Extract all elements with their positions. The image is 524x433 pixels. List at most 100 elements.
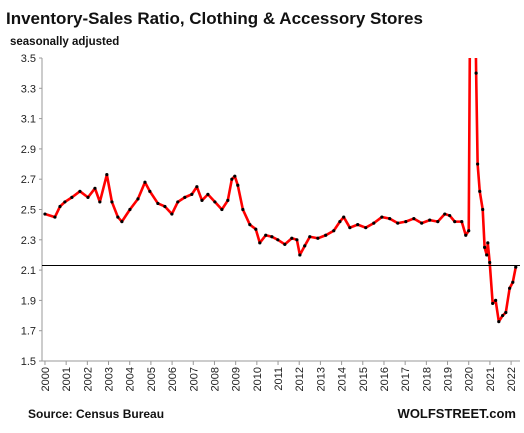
data-point	[220, 207, 224, 212]
data-point	[467, 229, 471, 233]
y-tick-label: 1.9	[21, 295, 36, 307]
data-point	[501, 313, 505, 318]
data-point	[206, 192, 210, 196]
data-point	[348, 226, 352, 230]
data-point	[436, 220, 440, 224]
x-tick-label: 2009	[231, 367, 243, 391]
data-point	[372, 221, 376, 225]
data-point	[295, 238, 299, 242]
data-point	[420, 221, 424, 225]
data-point	[195, 185, 199, 189]
data-point	[78, 189, 82, 193]
data-point	[116, 215, 120, 219]
data-point	[332, 229, 336, 233]
data-point	[508, 286, 512, 290]
x-tick-label: 2012	[294, 367, 306, 391]
data-point	[176, 200, 180, 204]
x-tick-label: 2000	[40, 367, 52, 391]
data-point	[453, 220, 457, 224]
data-point	[478, 189, 482, 193]
y-tick-label: 2.5	[21, 205, 36, 217]
x-tick-label: 2010	[252, 367, 264, 391]
data-point	[258, 241, 262, 245]
chart-subtitle: seasonally adjusted	[10, 36, 119, 48]
data-point	[488, 260, 492, 265]
x-tick-label: 2005	[146, 367, 158, 391]
data-point	[136, 197, 140, 201]
data-point	[200, 198, 204, 203]
data-line	[44, 58, 518, 323]
data-point	[148, 189, 152, 193]
x-tick-label: 2007	[188, 367, 200, 391]
data-point	[298, 253, 302, 257]
data-point	[494, 298, 498, 302]
data-point	[483, 245, 487, 249]
data-point	[464, 233, 468, 237]
data-point	[356, 223, 360, 227]
data-point	[53, 215, 57, 219]
x-tick-label: 2021	[485, 367, 497, 391]
data-point	[303, 244, 307, 248]
data-point	[290, 236, 294, 240]
x-tick-label: 2014	[337, 367, 349, 391]
x-tick-label: 2004	[125, 367, 137, 391]
plot-area	[43, 58, 518, 324]
y-tick-label: 2.1	[21, 265, 36, 277]
x-tick-label: 2001	[61, 367, 73, 391]
y-tick-label: 1.7	[21, 326, 36, 338]
data-point	[110, 200, 114, 204]
data-point	[93, 186, 97, 190]
data-point	[86, 195, 90, 199]
data-point	[143, 180, 147, 184]
data-point	[63, 200, 67, 204]
data-point	[213, 200, 217, 204]
data-point	[428, 218, 432, 222]
data-point	[128, 207, 132, 212]
data-point	[324, 233, 328, 237]
data-point	[342, 215, 346, 219]
data-point	[105, 173, 109, 177]
brand: WOLFSTREET.com	[398, 406, 516, 421]
x-tick-label: 2013	[315, 367, 327, 391]
data-point	[308, 235, 312, 239]
x-tick-label: 2002	[82, 367, 94, 391]
y-tick-label: 2.9	[21, 144, 36, 156]
data-point	[276, 238, 280, 242]
x-tick-label: 2022	[506, 367, 518, 391]
data-point	[283, 242, 287, 246]
data-point	[270, 235, 274, 239]
data-point	[448, 213, 452, 218]
data-point	[485, 253, 489, 257]
data-point	[98, 200, 102, 204]
x-tick-label: 2016	[379, 367, 391, 391]
data-point	[396, 221, 400, 225]
x-tick-label: 2020	[464, 367, 476, 391]
data-point	[70, 195, 74, 199]
data-point	[486, 241, 490, 245]
data-point	[233, 174, 237, 178]
x-tick-label: 2017	[400, 367, 412, 391]
data-point	[43, 212, 47, 216]
source-note: Source: Census Bureau	[28, 407, 164, 421]
data-point	[170, 212, 174, 216]
data-point	[511, 280, 515, 284]
x-tick-label: 2018	[421, 367, 433, 391]
data-point	[226, 198, 230, 203]
x-tick-label: 2008	[209, 367, 221, 391]
data-point	[156, 201, 160, 206]
data-point	[388, 216, 392, 221]
data-point	[163, 204, 167, 209]
y-tick-label: 3.5	[21, 53, 36, 65]
data-point	[474, 71, 478, 75]
data-point	[380, 215, 384, 219]
y-tick-label: 1.5	[21, 356, 36, 368]
x-tick-label: 2015	[358, 367, 370, 391]
data-point	[316, 236, 320, 240]
data-point	[412, 216, 416, 221]
data-point	[254, 227, 258, 231]
y-tick-label: 2.3	[21, 235, 36, 247]
data-point	[230, 177, 234, 181]
data-point	[443, 212, 447, 216]
